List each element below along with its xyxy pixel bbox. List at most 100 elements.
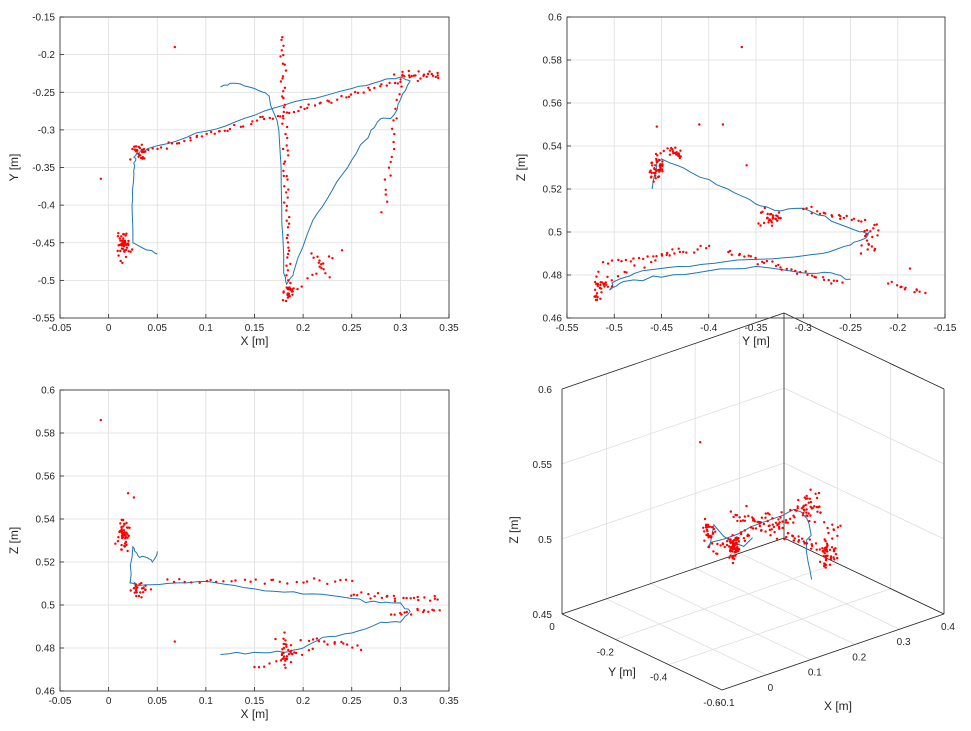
data-point [313, 104, 317, 107]
data-point [178, 578, 181, 581]
data-point [754, 256, 757, 260]
data-point [125, 246, 129, 249]
data-point [648, 171, 651, 174]
data-point [805, 207, 808, 210]
data-point [603, 285, 606, 288]
data-point [215, 580, 218, 584]
data-point [127, 250, 130, 253]
trajectory-line [129, 545, 411, 655]
data-point [285, 209, 288, 212]
data-point [818, 212, 822, 215]
data-point [824, 212, 827, 215]
data-point [620, 260, 623, 263]
data-point [738, 516, 741, 519]
data-point [142, 591, 145, 594]
x-tick-label: 0.4 [941, 622, 955, 633]
data-point [123, 249, 126, 253]
data-point [876, 234, 879, 237]
data-point [200, 135, 204, 138]
data-point [417, 598, 420, 602]
data-point [765, 259, 769, 263]
data-point [125, 232, 128, 235]
data-point [841, 281, 844, 284]
data-point [286, 293, 289, 297]
data-point [650, 171, 653, 175]
data-point [736, 549, 740, 553]
axes-box [566, 16, 946, 319]
data-point [770, 221, 773, 224]
data-point [320, 266, 323, 270]
data-point [766, 216, 769, 219]
x-tick-label: -0.15 [934, 323, 957, 334]
data-point [390, 127, 394, 130]
data-point [302, 581, 305, 584]
data-point [740, 45, 743, 49]
data-point [642, 257, 645, 261]
data-point [390, 155, 393, 159]
data-point [392, 140, 395, 144]
data-point [771, 217, 774, 220]
data-point [292, 110, 296, 114]
data-point [918, 290, 921, 293]
data-point [815, 548, 818, 551]
data-point [823, 521, 826, 524]
data-point [284, 69, 288, 72]
data-point [396, 82, 399, 85]
grid-line-x [739, 552, 900, 630]
data-point [673, 252, 676, 255]
data-point [422, 609, 426, 612]
y-tick-label: -0.35 [32, 163, 55, 174]
data-point [738, 252, 741, 256]
data-point [769, 534, 772, 537]
data-point [659, 152, 662, 155]
data-point [306, 106, 309, 110]
data-point [140, 151, 144, 154]
data-point [394, 107, 397, 111]
data-point [827, 278, 830, 282]
data-point [890, 280, 893, 284]
data-point [283, 185, 286, 188]
data-point [433, 597, 437, 600]
data-point [784, 521, 788, 524]
grid-line-z [783, 462, 945, 540]
data-point [806, 273, 809, 277]
data-point [345, 96, 348, 99]
data-point [330, 101, 333, 105]
x-tick-label: -0.55 [556, 323, 579, 334]
data-point [831, 523, 834, 526]
data-point [822, 554, 825, 558]
data-point [745, 164, 748, 167]
data-point [436, 74, 439, 77]
data-point [407, 74, 411, 77]
data-point [773, 530, 776, 534]
data-point [324, 272, 327, 275]
data-point [675, 151, 678, 154]
data-point [816, 210, 819, 213]
data-point [665, 253, 668, 257]
data-point [283, 86, 287, 90]
data-point [286, 252, 290, 256]
trajectory-line [131, 76, 411, 286]
data-point [268, 116, 271, 120]
data-point [393, 597, 397, 600]
data-point [414, 74, 417, 77]
data-point [739, 532, 743, 536]
data-point [781, 526, 784, 530]
data-point [386, 594, 389, 598]
data-point [699, 244, 702, 248]
data-point [859, 252, 863, 255]
y-tick-label: -0.45 [32, 238, 55, 249]
data-point [887, 282, 890, 285]
data-point [285, 204, 289, 208]
data-point [392, 73, 396, 76]
data-point [287, 188, 290, 191]
data-point [784, 519, 788, 522]
data-point [778, 521, 781, 524]
data-point [287, 154, 290, 157]
data-point [836, 526, 840, 529]
data-point [286, 296, 290, 299]
data-point [772, 525, 776, 529]
data-point [779, 516, 782, 519]
data-point [392, 147, 396, 151]
